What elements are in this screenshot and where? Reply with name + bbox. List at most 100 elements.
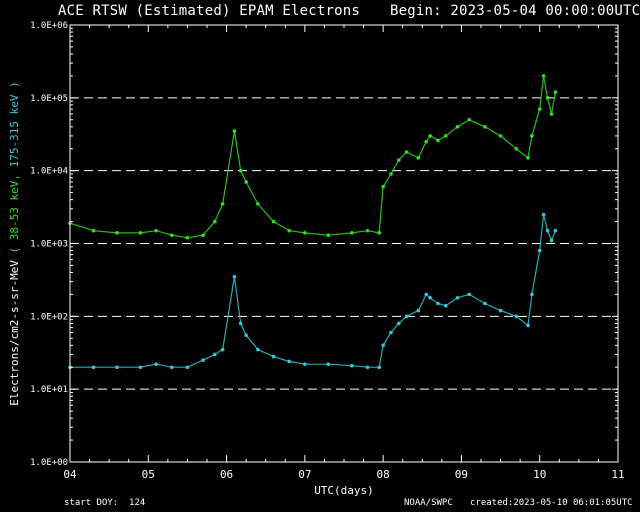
- data-point: [220, 202, 225, 206]
- data-point: [537, 107, 542, 111]
- data-point: [185, 365, 190, 370]
- data-point: [326, 362, 331, 367]
- data-point: [381, 343, 385, 348]
- data-point: [443, 303, 448, 308]
- data-point: [115, 365, 119, 370]
- data-point: [350, 363, 354, 368]
- data-point: [232, 129, 237, 133]
- data-point: [443, 134, 448, 138]
- x-axis-label: UTC(days): [314, 484, 374, 497]
- data-point: [154, 362, 158, 367]
- data-point: [91, 365, 96, 370]
- data-point: [428, 134, 432, 138]
- x-tick-label: 05: [142, 468, 155, 481]
- y-axis-label: Electrons/cm2-s-sr-MeV ( 38-53 keV, 175-…: [8, 81, 21, 406]
- data-point: [213, 352, 217, 357]
- data-point: [530, 134, 534, 138]
- data-point: [271, 354, 276, 359]
- chart-title: ACE RTSW (Estimated) EPAM Electrons Begin…: [58, 3, 640, 19]
- data-point: [553, 228, 558, 233]
- data-point: [541, 212, 546, 217]
- data-point: [220, 347, 225, 352]
- data-series: [68, 74, 558, 370]
- data-point: [397, 158, 401, 162]
- data-point: [303, 231, 307, 235]
- data-point: [303, 362, 307, 367]
- data-point: [467, 292, 472, 297]
- x-tick-label: 06: [220, 468, 233, 481]
- data-point: [256, 202, 260, 206]
- data-point: [201, 358, 205, 362]
- begin-time: Begin: 2023-05-04 00:00:00UTC: [390, 3, 640, 19]
- data-point: [424, 139, 429, 144]
- data-point: [138, 365, 143, 370]
- data-point: [404, 314, 409, 319]
- data-point: [424, 292, 429, 297]
- y-tick-label: 1.0E+01: [30, 385, 68, 395]
- y-label-part: 175-315 keV ): [8, 81, 21, 174]
- data-point: [185, 235, 190, 240]
- x-tick-label: 09: [455, 468, 468, 481]
- data-point: [545, 228, 550, 233]
- y-tick-label: 1.0E+02: [30, 312, 68, 322]
- data-point: [213, 219, 217, 224]
- axes: 1.0E+00 1.0E+01 1.0E+02 1.0E+03 1.0E+04 1.0E+…: [30, 21, 625, 481]
- data-point: [377, 365, 382, 370]
- data-point: [287, 228, 292, 233]
- data-point: [365, 365, 370, 370]
- data-point: [169, 233, 174, 238]
- data-point: [365, 228, 370, 233]
- data-point: [549, 238, 554, 243]
- data-point: [381, 185, 385, 189]
- series: [68, 74, 558, 240]
- data-point: [138, 231, 143, 235]
- x-tick-label: 10: [533, 468, 546, 481]
- y-tick-label: 1.0E+04: [30, 167, 68, 177]
- data-point: [553, 90, 558, 94]
- data-point: [526, 156, 530, 160]
- title-text: ACE RTSW (Estimated) EPAM Electrons: [58, 3, 361, 19]
- data-point: [455, 295, 460, 300]
- data-point: [498, 308, 503, 313]
- data-point: [549, 112, 554, 116]
- data-point: [244, 333, 248, 338]
- y-tick-label: 1.0E+05: [30, 94, 68, 104]
- data-point: [498, 134, 503, 138]
- y-label-units: Electrons/cm2-s-sr-MeV: [8, 253, 21, 405]
- data-point: [91, 228, 96, 233]
- y-label-part: ( 38-53 keV,: [8, 174, 21, 253]
- data-point: [537, 248, 542, 253]
- data-point: [404, 150, 409, 154]
- series: [68, 212, 558, 370]
- series-line: [69, 75, 556, 239]
- x-tick-label: 04: [63, 468, 77, 481]
- data-point: [416, 308, 421, 313]
- data-point: [232, 274, 237, 279]
- data-point: [436, 301, 440, 306]
- data-point: [256, 347, 260, 352]
- data-point: [377, 231, 382, 235]
- data-point: [350, 231, 354, 235]
- data-point: [526, 323, 530, 328]
- data-point: [428, 295, 432, 300]
- data-point: [436, 138, 440, 143]
- data-point: [244, 180, 248, 184]
- data-point: [154, 228, 158, 233]
- data-point: [238, 321, 243, 326]
- data-point: [397, 321, 401, 326]
- created-timestamp: created:2023-05-10 06:01:05UTC: [470, 498, 633, 508]
- start-doy: start DOY: 124: [64, 498, 146, 508]
- data-point: [467, 117, 472, 122]
- gridlines: [70, 97, 618, 390]
- data-point: [169, 365, 174, 370]
- data-point: [287, 359, 292, 364]
- data-point: [389, 172, 393, 176]
- source-label: NOAA/SWPC: [404, 498, 453, 508]
- data-point: [238, 168, 243, 173]
- x-tick-label: 07: [298, 468, 311, 481]
- data-point: [514, 314, 519, 319]
- data-point: [271, 219, 276, 224]
- data-point: [530, 292, 534, 297]
- y-tick-label: 1.0E+03: [30, 240, 68, 250]
